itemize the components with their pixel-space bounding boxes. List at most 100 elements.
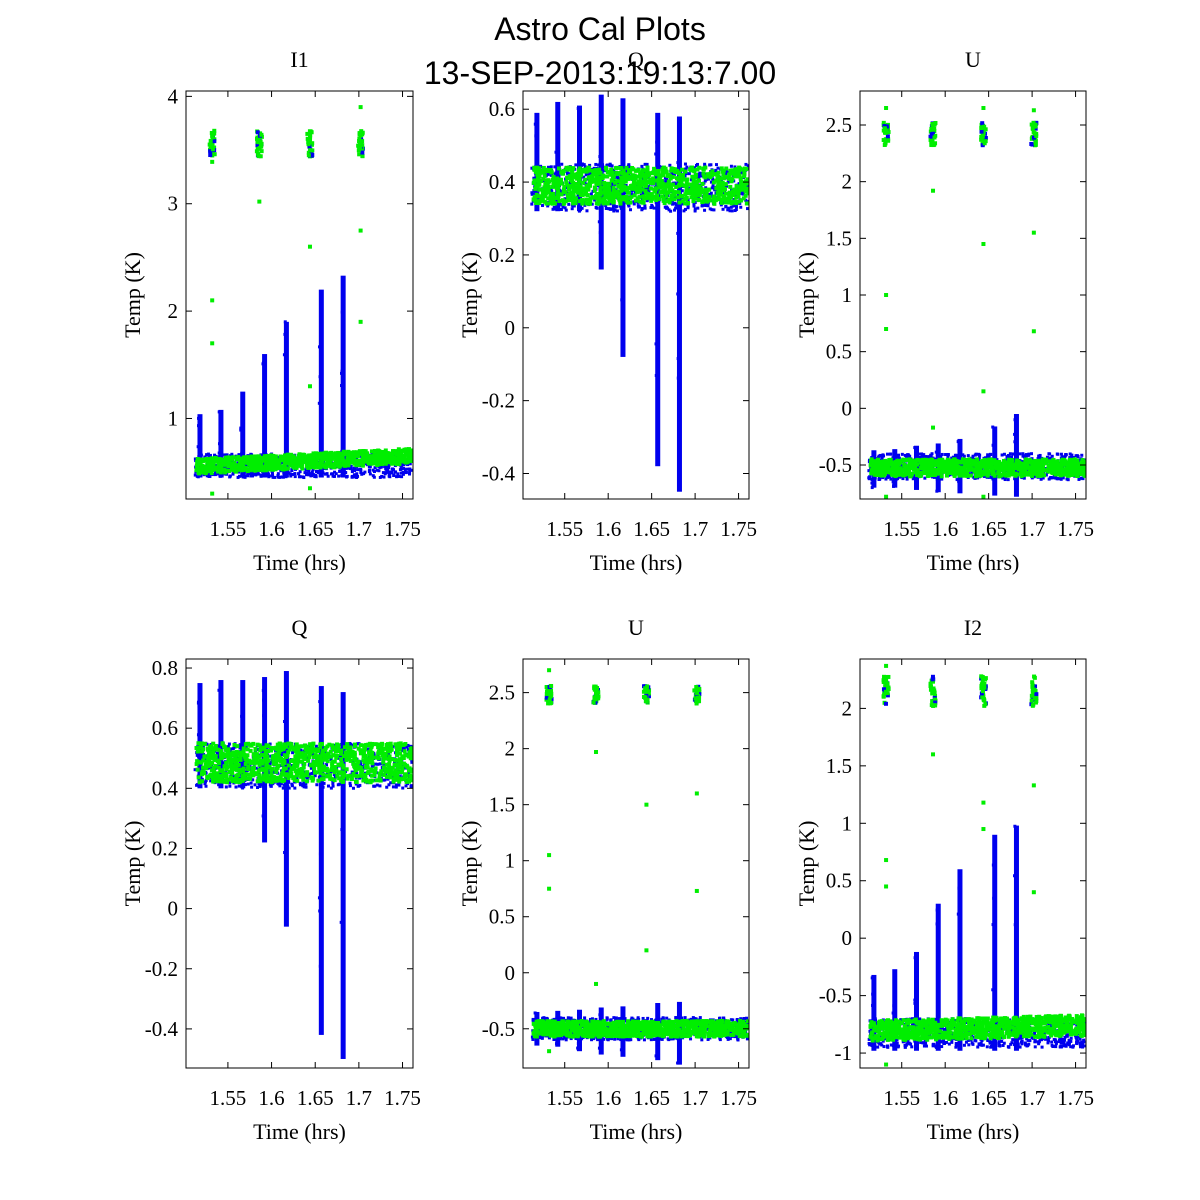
data-point-blue bbox=[196, 445, 200, 449]
data-point-blue bbox=[276, 474, 280, 478]
data-point-green bbox=[733, 171, 738, 176]
data-point-green bbox=[248, 466, 253, 471]
data-point-green bbox=[626, 168, 631, 173]
data-point-green bbox=[724, 199, 729, 204]
data-point-blue bbox=[582, 175, 586, 179]
data-point-green bbox=[644, 168, 649, 173]
data-point-green bbox=[643, 183, 648, 188]
data-point-green bbox=[314, 452, 319, 457]
data-point-green bbox=[315, 456, 320, 461]
spike-6 bbox=[654, 112, 661, 467]
data-point-green bbox=[577, 177, 582, 182]
data-point-blue bbox=[208, 454, 212, 458]
data-point-green bbox=[696, 190, 701, 195]
data-point-green bbox=[582, 188, 587, 193]
data-point-green bbox=[609, 178, 614, 183]
data-point-green bbox=[268, 459, 273, 464]
data-point-green bbox=[204, 467, 209, 472]
data-point-blue bbox=[954, 453, 958, 457]
data-point-blue bbox=[395, 475, 399, 479]
data-point-green bbox=[702, 195, 707, 200]
data-point-green bbox=[609, 191, 614, 196]
data-point-blue bbox=[584, 173, 588, 177]
data-point-blue bbox=[605, 163, 609, 167]
data-point-green bbox=[985, 473, 990, 478]
data-point-green bbox=[635, 174, 640, 179]
data-point-cal bbox=[212, 131, 217, 136]
data-point-green bbox=[913, 470, 918, 475]
data-point-green bbox=[913, 459, 918, 464]
data-point-blue bbox=[1022, 476, 1026, 480]
data-point-blue bbox=[293, 472, 297, 476]
spike-bar bbox=[1013, 414, 1019, 497]
data-point-blue bbox=[251, 471, 255, 475]
data-point-green bbox=[742, 174, 747, 179]
data-point-green bbox=[549, 170, 554, 175]
data-point-green bbox=[265, 456, 270, 461]
data-point-green bbox=[227, 457, 232, 462]
data-point-blue bbox=[669, 209, 673, 213]
data-point-green bbox=[697, 192, 702, 197]
data-point-blue bbox=[586, 173, 590, 177]
data-point-green bbox=[565, 175, 570, 180]
data-point-green bbox=[279, 454, 284, 459]
x-tick-label: 1.6 bbox=[258, 517, 284, 541]
data-point-blue bbox=[282, 471, 286, 475]
subplot-3: 1.55 1.6 1.65 1.7 1.75-0.500.511.522.5UTime … bbox=[794, 47, 1094, 575]
data-point-blue bbox=[597, 220, 601, 224]
data-point-green bbox=[730, 189, 735, 194]
data-point-blue bbox=[284, 352, 288, 356]
data-point-cal bbox=[256, 154, 261, 159]
data-point-blue bbox=[349, 467, 353, 471]
data-point-blue bbox=[410, 468, 413, 472]
data-point-green bbox=[722, 195, 727, 200]
data-point-blue bbox=[696, 206, 700, 210]
data-point-green bbox=[621, 169, 626, 174]
data-point-green bbox=[694, 182, 699, 187]
data-point-outlier bbox=[358, 105, 363, 110]
data-point-cal bbox=[357, 139, 362, 144]
data-point-green bbox=[737, 173, 742, 178]
data-point-blue bbox=[711, 178, 715, 182]
data-point-blue bbox=[378, 465, 382, 469]
data-point-green bbox=[266, 459, 271, 464]
data-point-green bbox=[684, 190, 689, 195]
data-point-green bbox=[631, 179, 636, 184]
data-point-green bbox=[657, 181, 662, 186]
data-point-green bbox=[607, 199, 612, 204]
data-point-green bbox=[198, 460, 203, 465]
x-tick-label: 1.55 bbox=[546, 517, 583, 541]
data-point-blue bbox=[891, 456, 895, 460]
data-point-green bbox=[618, 201, 623, 206]
data-point-blue bbox=[310, 470, 314, 474]
data-point-green bbox=[658, 190, 663, 195]
data-point-green bbox=[534, 201, 539, 206]
data-point-blue bbox=[1063, 456, 1067, 460]
data-point-green bbox=[533, 186, 538, 191]
data-point-green bbox=[705, 172, 710, 177]
data-point-green bbox=[360, 449, 365, 454]
data-point-green bbox=[703, 175, 708, 180]
data-point-green bbox=[604, 195, 609, 200]
data-point-blue bbox=[359, 468, 363, 472]
data-point-green bbox=[595, 182, 600, 187]
data-point-green bbox=[569, 192, 574, 197]
data-point-green bbox=[1023, 459, 1028, 464]
data-point-outlier bbox=[210, 159, 215, 164]
data-point-green bbox=[670, 182, 675, 187]
data-point-green bbox=[602, 190, 607, 195]
data-point-blue bbox=[1049, 456, 1053, 460]
data-point-green bbox=[572, 189, 577, 194]
data-point-blue bbox=[905, 477, 909, 481]
data-point-blue bbox=[340, 371, 344, 375]
data-point-green bbox=[1071, 465, 1076, 470]
data-point-blue bbox=[950, 456, 954, 460]
data-point-green bbox=[636, 179, 641, 184]
data-point-green bbox=[708, 175, 713, 180]
data-point-green bbox=[571, 185, 576, 190]
data-point-green bbox=[383, 453, 388, 458]
data-point-green bbox=[532, 195, 537, 200]
data-point-blue bbox=[877, 475, 881, 479]
y-axis-label: Temp (K) bbox=[457, 252, 482, 338]
